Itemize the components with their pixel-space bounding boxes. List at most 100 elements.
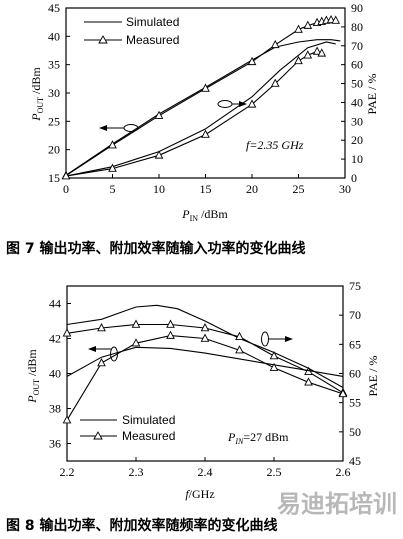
y-tick-label: 35 <box>48 58 60 72</box>
x-tick-label: 10 <box>153 182 165 196</box>
series-marks <box>62 304 348 424</box>
series-line-measured-pae <box>65 50 323 177</box>
input-power-annotation: PIN=27 dBm <box>227 430 289 446</box>
y2-tick-label: 90 <box>351 1 363 15</box>
y-axis-label: POUT /dBm <box>29 67 45 122</box>
legend-measured-label: Measured <box>122 429 175 443</box>
data-point-measured-pae <box>201 129 210 138</box>
y2-tick-label: 50 <box>351 77 363 91</box>
y2-tick-label: 55 <box>349 396 361 410</box>
y2-tick-label: 75 <box>349 279 361 293</box>
data-point-measured-pout <box>62 328 72 337</box>
data-point-measured-pout <box>154 110 164 119</box>
y2-tick-label: 70 <box>349 308 361 322</box>
chart-output-power-vs-input-power: 0 5 10 15 20 25 30 15 20 25 30 35 40 45 0 10 20 30 40 50 60 7… <box>29 1 379 223</box>
data-point-measured-pae <box>304 377 313 386</box>
arrow-left-icon <box>99 125 107 131</box>
data-point-measured-pae <box>317 48 327 57</box>
y2-tick-label: 45 <box>349 454 361 468</box>
legend: Simulated Measured <box>80 413 175 443</box>
axis-ticks: 0 5 10 15 20 25 30 15 20 25 30 35 40 45 0 10 20 30 40 50 60 7… <box>48 1 363 196</box>
data-point-measured-pout <box>97 323 106 332</box>
pae-group-indicator <box>217 100 247 108</box>
legend-simulated-label: Simulated <box>122 413 175 427</box>
x-axis-label: f/GHz <box>185 487 214 501</box>
arrow-left-icon <box>88 346 96 352</box>
y-tick-label: 30 <box>48 86 60 100</box>
arrow-right-icon <box>239 101 247 107</box>
legend-measured-label: Measured <box>126 33 179 47</box>
x-tick-label: 2.4 <box>198 465 213 479</box>
x-tick-label: 2.5 <box>267 465 282 479</box>
y-tick-label: 42 <box>49 332 61 346</box>
pout-group-indicator <box>88 346 118 362</box>
data-point-measured-pout <box>269 351 279 360</box>
x-tick-label: 15 <box>200 182 212 196</box>
y2-tick-label: 20 <box>351 133 363 147</box>
series-line-simulated-pae <box>66 346 344 377</box>
x-tick-label: 2.2 <box>60 465 75 479</box>
data-point-measured-pae <box>247 99 257 108</box>
y-tick-label: 40 <box>48 29 60 43</box>
series-marks <box>61 14 341 180</box>
data-point-measured-pae <box>131 338 141 347</box>
legend-measured-marker <box>93 431 103 440</box>
y-tick-label: 44 <box>49 297 61 311</box>
watermark-logo: 易迪拓培训 <box>277 490 397 518</box>
x-tick-label: 30 <box>339 182 351 196</box>
data-point-measured-pout <box>247 56 257 66</box>
y2-tick-label: 65 <box>349 337 361 351</box>
y2-tick-label: 0 <box>351 171 357 185</box>
legend: Simulated Measured <box>84 15 179 47</box>
data-point-measured-pout <box>303 20 313 29</box>
data-point-measured-pae <box>303 50 313 59</box>
data-point-measured-pout <box>331 15 341 24</box>
data-point-measured-pae <box>154 150 164 159</box>
chart-output-power-vs-frequency: 2.2 2.3 2.4 2.5 2.6363840424445505560657075 … <box>25 279 380 501</box>
y2-tick-label: 60 <box>351 58 363 72</box>
data-point-measured-pae <box>294 55 303 65</box>
series-line-simulated-pae <box>65 41 336 177</box>
y2-tick-label: 40 <box>351 95 363 109</box>
plot-frame <box>65 7 346 179</box>
y-tick-label: 20 <box>48 143 60 157</box>
data-point-measured-pout <box>270 39 280 49</box>
figure7-caption: 图 7 输出功率、附加效率随输入功率的变化曲线 <box>6 240 306 257</box>
data-point-measured-pae <box>62 415 72 424</box>
data-point-measured-pae <box>338 388 348 398</box>
y2-tick-label: 60 <box>349 367 361 381</box>
pae-group-indicator <box>261 331 293 347</box>
y-tick-label: 15 <box>48 171 60 185</box>
y2-tick-label: 50 <box>349 425 361 439</box>
data-point-measured-pae <box>166 330 175 339</box>
data-point-measured-pae <box>270 78 280 87</box>
figure8-caption: 图 8 输出功率、附加效率随频率的变化曲线 <box>6 517 278 534</box>
x-tick-label: 25 <box>293 182 305 196</box>
series-line-measured-pae <box>66 335 344 421</box>
y-tick-label: 38 <box>49 402 61 416</box>
y2-axis-label: PAE / % <box>365 74 379 115</box>
plot-frame <box>66 285 344 462</box>
y2-tick-label: 10 <box>351 152 363 166</box>
y2-tick-label: 30 <box>351 114 363 128</box>
data-point-measured-pout <box>131 319 141 328</box>
data-point-measured-pae <box>97 358 106 367</box>
y2-tick-label: 80 <box>351 20 363 34</box>
pout-group-indicator <box>99 124 139 132</box>
legend-simulated-label: Simulated <box>126 15 179 29</box>
y2-axis-label: PAE / % <box>366 356 380 397</box>
arrow-right-icon <box>285 336 293 342</box>
data-point-measured-pae <box>269 362 279 371</box>
data-point-measured-pae <box>235 345 244 354</box>
series-line-simulated-pout <box>66 304 344 388</box>
y2-tick-label: 70 <box>351 39 363 53</box>
data-point-measured-pae <box>312 46 322 55</box>
data-point-measured-pae <box>200 333 210 342</box>
x-tick-label: 5 <box>110 182 116 196</box>
y-axis-label: POUT /dBm <box>25 349 41 404</box>
data-point-measured-pae <box>61 171 71 180</box>
data-point-measured-pout <box>294 24 303 33</box>
y-tick-label: 45 <box>48 1 60 15</box>
data-point-measured-pout <box>235 331 244 340</box>
